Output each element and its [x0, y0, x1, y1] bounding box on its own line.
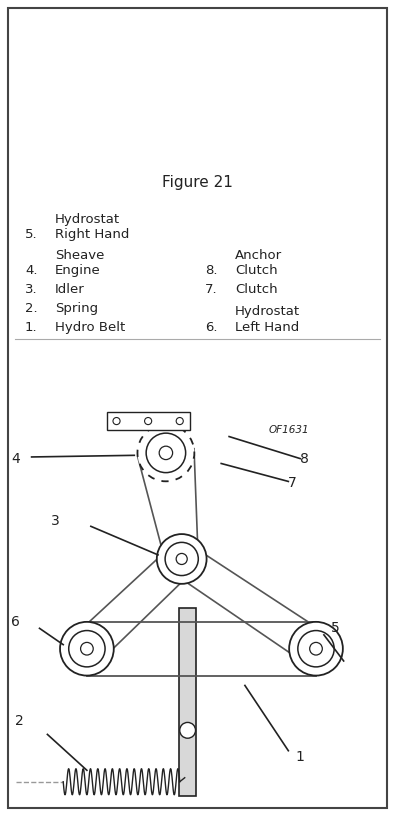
Text: 6: 6: [11, 614, 20, 629]
Text: 1: 1: [296, 750, 305, 765]
Circle shape: [176, 418, 183, 424]
Circle shape: [310, 642, 322, 655]
Text: 3: 3: [51, 513, 60, 528]
Circle shape: [146, 433, 186, 472]
Text: 4.: 4.: [25, 264, 38, 277]
Text: 5.: 5.: [25, 228, 38, 242]
Circle shape: [137, 424, 194, 481]
Text: Hydro Belt: Hydro Belt: [55, 321, 125, 334]
Circle shape: [69, 631, 105, 667]
Text: Idler: Idler: [55, 283, 85, 296]
Text: 5: 5: [331, 621, 340, 636]
Text: 4: 4: [11, 451, 20, 466]
Circle shape: [81, 642, 93, 655]
Circle shape: [165, 543, 198, 575]
Text: OF1631: OF1631: [269, 425, 309, 435]
Text: 2: 2: [15, 714, 24, 729]
Circle shape: [60, 622, 114, 676]
Text: 3.: 3.: [25, 283, 38, 296]
Circle shape: [159, 446, 173, 459]
Text: 6.: 6.: [205, 321, 218, 334]
Text: 8: 8: [300, 451, 308, 466]
Circle shape: [289, 622, 343, 676]
Circle shape: [157, 534, 207, 583]
Text: Right Hand: Right Hand: [55, 228, 130, 242]
Text: 2.: 2.: [25, 302, 38, 315]
Bar: [179, 608, 196, 796]
Circle shape: [113, 418, 120, 424]
Circle shape: [176, 553, 187, 565]
Circle shape: [180, 722, 196, 738]
Text: Anchor: Anchor: [235, 249, 282, 262]
Circle shape: [145, 418, 152, 424]
Bar: [107, 412, 190, 430]
Text: 1.: 1.: [25, 321, 38, 334]
Text: Hydrostat: Hydrostat: [55, 213, 120, 226]
Text: Clutch: Clutch: [235, 264, 278, 277]
Text: Engine: Engine: [55, 264, 101, 277]
Circle shape: [298, 631, 334, 667]
Text: Figure 21: Figure 21: [162, 175, 232, 190]
Text: Spring: Spring: [55, 302, 98, 315]
Text: 7: 7: [288, 476, 297, 490]
Text: 8.: 8.: [205, 264, 218, 277]
Text: Sheave: Sheave: [55, 249, 104, 262]
Text: Clutch: Clutch: [235, 283, 278, 296]
Text: 7.: 7.: [205, 283, 218, 296]
Text: Hydrostat: Hydrostat: [235, 305, 300, 318]
Text: Left Hand: Left Hand: [235, 321, 299, 334]
